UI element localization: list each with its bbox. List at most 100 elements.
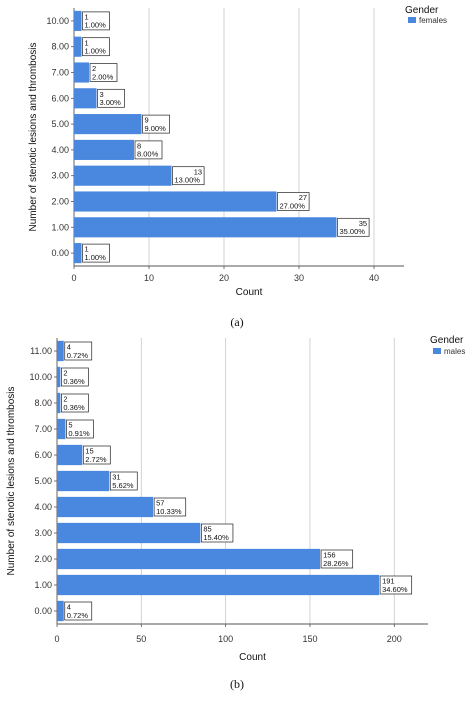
x-tick-label: 20 (219, 273, 229, 283)
x-tick-label: 150 (302, 634, 317, 644)
y-tick-label: 6.00 (34, 450, 52, 460)
data-label-count: 9 (145, 116, 149, 125)
data-label-box (82, 11, 110, 31)
bar (74, 62, 89, 83)
bar (74, 10, 82, 31)
data-label-count: 5 (68, 421, 72, 430)
data-label-count: 3 (100, 90, 104, 99)
bar (57, 522, 201, 544)
data-label-box (320, 549, 354, 569)
data-label-count: 31 (112, 473, 120, 482)
data-label-count: 85 (203, 525, 211, 534)
data-label-count: 2 (63, 369, 67, 378)
data-label-percent: 28.26% (323, 559, 349, 568)
bar (74, 243, 82, 264)
data-label-percent: 15.40% (203, 533, 229, 542)
bar (57, 444, 83, 466)
data-label-box (64, 341, 93, 361)
data-label-percent: 2.72% (85, 455, 107, 464)
y-tick-label: 4.00 (51, 145, 69, 155)
data-label-count: 1 (85, 38, 89, 47)
data-label-count: 4 (67, 603, 71, 612)
bar (74, 139, 134, 160)
data-label-percent: 0.36% (63, 403, 85, 412)
x-axis-title: Count (236, 287, 263, 298)
bar (57, 366, 61, 388)
legend-label: females (419, 16, 447, 25)
data-label-box (82, 445, 111, 465)
bar (57, 600, 64, 622)
data-label-count: 4 (67, 343, 71, 352)
data-label-count: 2 (63, 395, 67, 404)
data-label-percent: 0.72% (67, 611, 89, 620)
data-label-count: 57 (156, 499, 164, 508)
y-tick-label: 2.00 (34, 554, 52, 564)
data-label-percent: 2.00% (92, 72, 114, 81)
y-tick-label: 6.00 (51, 93, 69, 103)
data-label-percent: 1.00% (85, 47, 107, 56)
y-tick-label: 5.00 (51, 119, 69, 129)
data-label-percent: 35.00% (340, 227, 366, 236)
bar (74, 217, 337, 238)
y-axis-title: Number of stenotic lesions and thrombosi… (28, 43, 39, 232)
data-label-percent: 5.62% (112, 481, 134, 490)
y-tick-label: 10.00 (29, 372, 52, 382)
bar (74, 165, 172, 186)
bar (57, 496, 154, 518)
y-tick-label: 7.00 (51, 68, 69, 78)
bar (57, 418, 66, 440)
data-label-box (66, 419, 94, 439)
data-label-count: 156 (323, 551, 336, 560)
data-label-box (134, 140, 163, 160)
y-tick-label: 10.00 (46, 16, 69, 26)
y-tick-label: 2.00 (51, 197, 69, 207)
legend-swatch (433, 348, 441, 354)
data-label-box (64, 601, 93, 621)
panel-caption: (b) (230, 677, 244, 691)
data-label-count: 27 (299, 193, 307, 202)
data-label-box (153, 497, 187, 517)
data-label-percent: 0.72% (67, 351, 89, 360)
data-label-percent: 0.91% (68, 429, 90, 438)
x-tick-label: 10 (144, 273, 154, 283)
data-label-box (337, 217, 370, 237)
data-label-percent: 8.00% (137, 150, 159, 159)
data-label-box (109, 471, 138, 491)
y-tick-label: 3.00 (51, 171, 69, 181)
data-label-count: 15 (85, 447, 93, 456)
data-label-percent: 34.60% (382, 585, 408, 594)
y-tick-label: 0.00 (34, 606, 52, 616)
data-label-percent: 1.00% (85, 253, 107, 262)
y-tick-label: 7.00 (34, 424, 52, 434)
data-label-box (277, 192, 310, 211)
bar (57, 392, 61, 414)
data-label-box (82, 243, 110, 263)
y-tick-label: 4.00 (34, 502, 52, 512)
y-tick-label: 8.00 (51, 42, 69, 52)
y-tick-label: 0.00 (51, 248, 69, 258)
data-label-count: 1 (85, 245, 89, 254)
data-label-percent: 27.00% (280, 201, 306, 210)
data-label-box (97, 88, 125, 108)
y-tick-label: 11.00 (30, 346, 52, 356)
bar (57, 574, 380, 596)
x-tick-label: 40 (369, 273, 379, 283)
y-tick-label: 8.00 (34, 398, 52, 408)
data-label-percent: 3.00% (100, 98, 122, 107)
data-label-count: 2 (92, 64, 96, 73)
bar (74, 191, 277, 212)
x-tick-label: 200 (387, 634, 402, 644)
y-tick-label: 5.00 (34, 476, 52, 486)
data-label-percent: 0.36% (63, 377, 85, 386)
data-label-percent: 9.00% (145, 124, 167, 133)
data-label-box (200, 523, 234, 543)
y-tick-label: 3.00 (34, 528, 52, 538)
y-axis-title: Number of stenotic lesions and thrombosi… (6, 387, 17, 576)
bar (57, 340, 64, 362)
x-tick-label: 100 (218, 634, 233, 644)
data-label-count: 13 (194, 167, 202, 176)
data-label-percent: 10.33% (156, 507, 182, 516)
